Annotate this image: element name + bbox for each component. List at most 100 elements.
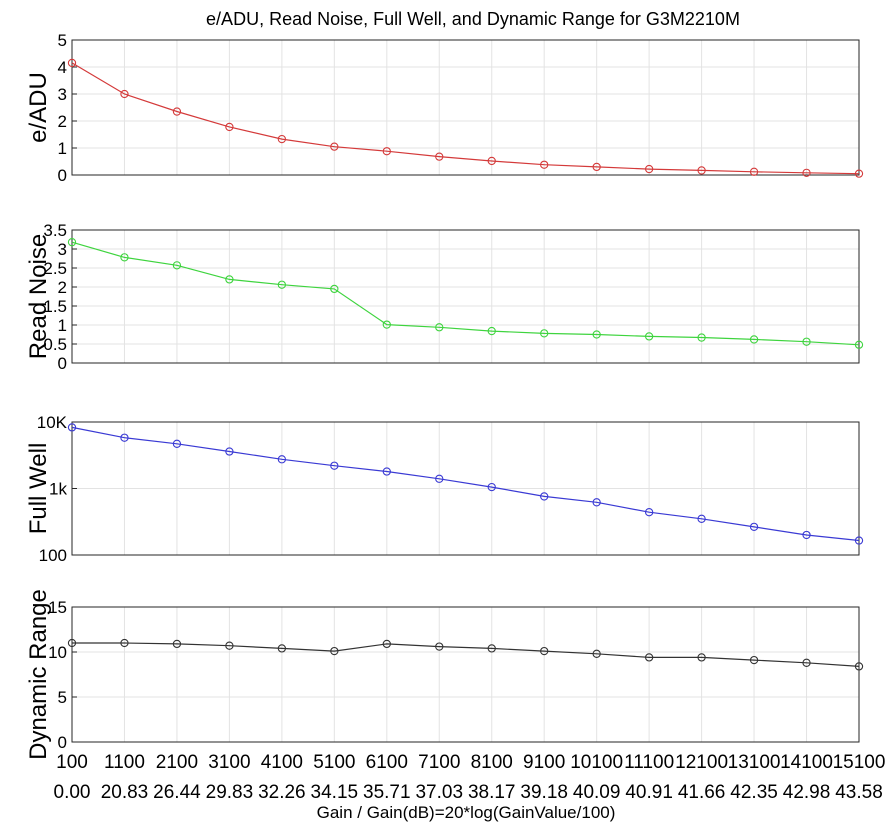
data-point: [802, 168, 811, 177]
x-tick-label-gain: 5100: [313, 752, 355, 773]
data-point: [697, 514, 706, 523]
data-point: [277, 455, 287, 464]
data-point: [225, 447, 234, 456]
panel-frame: [71, 421, 860, 556]
data-point: [854, 536, 864, 545]
data-point: [697, 166, 706, 175]
panel-frame: [71, 39, 860, 176]
x-tick-label-db: 37.03: [415, 782, 463, 803]
data-point: [120, 638, 129, 648]
panel-0: 0 1 2 3 4 5 e/ADU: [25, 31, 864, 185]
data-point: [854, 169, 864, 178]
x-tick-label-gain: 7100: [418, 752, 460, 773]
data-point: [225, 275, 234, 284]
series-line: [71, 426, 860, 542]
data-point: [120, 253, 129, 262]
data-point: [540, 160, 549, 169]
data-point: [172, 261, 182, 270]
data-point: [225, 641, 234, 650]
series-line: [71, 241, 860, 346]
data-point: [67, 638, 77, 648]
data-point: [644, 508, 654, 517]
data-point: [802, 530, 811, 540]
data-point: [802, 337, 811, 346]
y-tick-label: 3.5: [43, 221, 67, 240]
x-tick-label-db: 0.00: [54, 782, 91, 803]
data-point: [435, 474, 444, 483]
y-tick-label: 2.5: [43, 259, 67, 278]
y-axis-label: Full Well: [25, 443, 52, 535]
data-point: [487, 156, 496, 166]
y-tick-label: 2: [58, 112, 67, 131]
x-tick-label-db: 42.98: [783, 782, 831, 803]
y-tick-label: 2: [58, 278, 67, 297]
data-point: [854, 340, 864, 349]
data-point: [540, 329, 549, 338]
y-tick-label: 1k: [49, 480, 67, 499]
x-tick-label-gain: 100: [56, 752, 88, 773]
data-point: [644, 332, 654, 341]
y-tick-label: 15: [48, 598, 67, 617]
data-point: [592, 162, 601, 172]
x-tick-label-gain: 12100: [675, 752, 728, 773]
x-tick-label-gain: 11100: [624, 752, 674, 773]
x-tick-label-db: 42.35: [730, 782, 778, 803]
series-line: [71, 62, 860, 175]
y-tick-label: 100: [39, 546, 67, 565]
panel-frame: [71, 229, 860, 364]
x-tick-label-db: 26.44: [153, 782, 201, 803]
y-axis-label: e/ADU: [25, 72, 52, 143]
panel-2: 100 1k 10K Full Well: [25, 413, 864, 565]
data-point: [697, 653, 706, 662]
series-line: [72, 642, 860, 667]
data-point: [749, 522, 759, 532]
data-point: [592, 498, 601, 507]
x-tick-label-db: 40.91: [625, 782, 673, 803]
data-point: [172, 107, 182, 116]
y-tick-label: 1: [58, 316, 67, 335]
y-tick-label: 3: [58, 85, 67, 104]
y-tick-label: 3: [58, 240, 67, 259]
data-point: [67, 58, 77, 68]
x-tick-label-db: 35.71: [363, 782, 411, 803]
data-point: [330, 461, 339, 470]
data-point: [749, 335, 759, 344]
x-tick-label-db: 38.17: [468, 782, 516, 803]
panel-frame: [71, 606, 860, 743]
data-point: [592, 330, 601, 339]
y-axis-label: Read Noise: [25, 234, 52, 359]
data-point: [382, 320, 391, 329]
chart-title: e/ADU, Read Noise, Full Well, and Dynami…: [206, 9, 740, 29]
data-point: [802, 658, 811, 667]
x-tick-label-db: 39.18: [520, 782, 568, 803]
data-point: [749, 655, 759, 665]
data-point: [330, 142, 339, 151]
x-tick-label-gain: 6100: [366, 752, 408, 773]
data-point: [697, 333, 706, 342]
x-tick-label-db: 40.09: [573, 782, 621, 803]
data-point: [277, 280, 287, 289]
data-point: [487, 482, 496, 492]
x-tick-label-gain: 8100: [471, 752, 513, 773]
x-axis-label: Gain / Gain(dB)=20*log(GainValue/100): [317, 803, 616, 822]
x-tick-label-db: 34.15: [311, 782, 359, 803]
y-axis-label: Dynamic Range: [25, 589, 52, 760]
data-point: [120, 89, 129, 99]
data-point: [277, 644, 287, 653]
x-tick-label-db: 20.83: [101, 782, 149, 803]
data-point: [749, 167, 759, 176]
data-point: [644, 653, 654, 662]
x-tick-label-gain: 10100: [570, 752, 623, 773]
x-tick-label-db: 32.26: [258, 782, 306, 803]
data-point: [172, 439, 182, 448]
data-point: [435, 642, 444, 651]
data-point: [592, 649, 601, 658]
data-point: [854, 662, 864, 671]
x-tick-label-gain: 4100: [261, 752, 303, 773]
x-tick-label-gain: 14100: [780, 752, 833, 773]
x-tick-label-gain: 3100: [208, 752, 250, 773]
